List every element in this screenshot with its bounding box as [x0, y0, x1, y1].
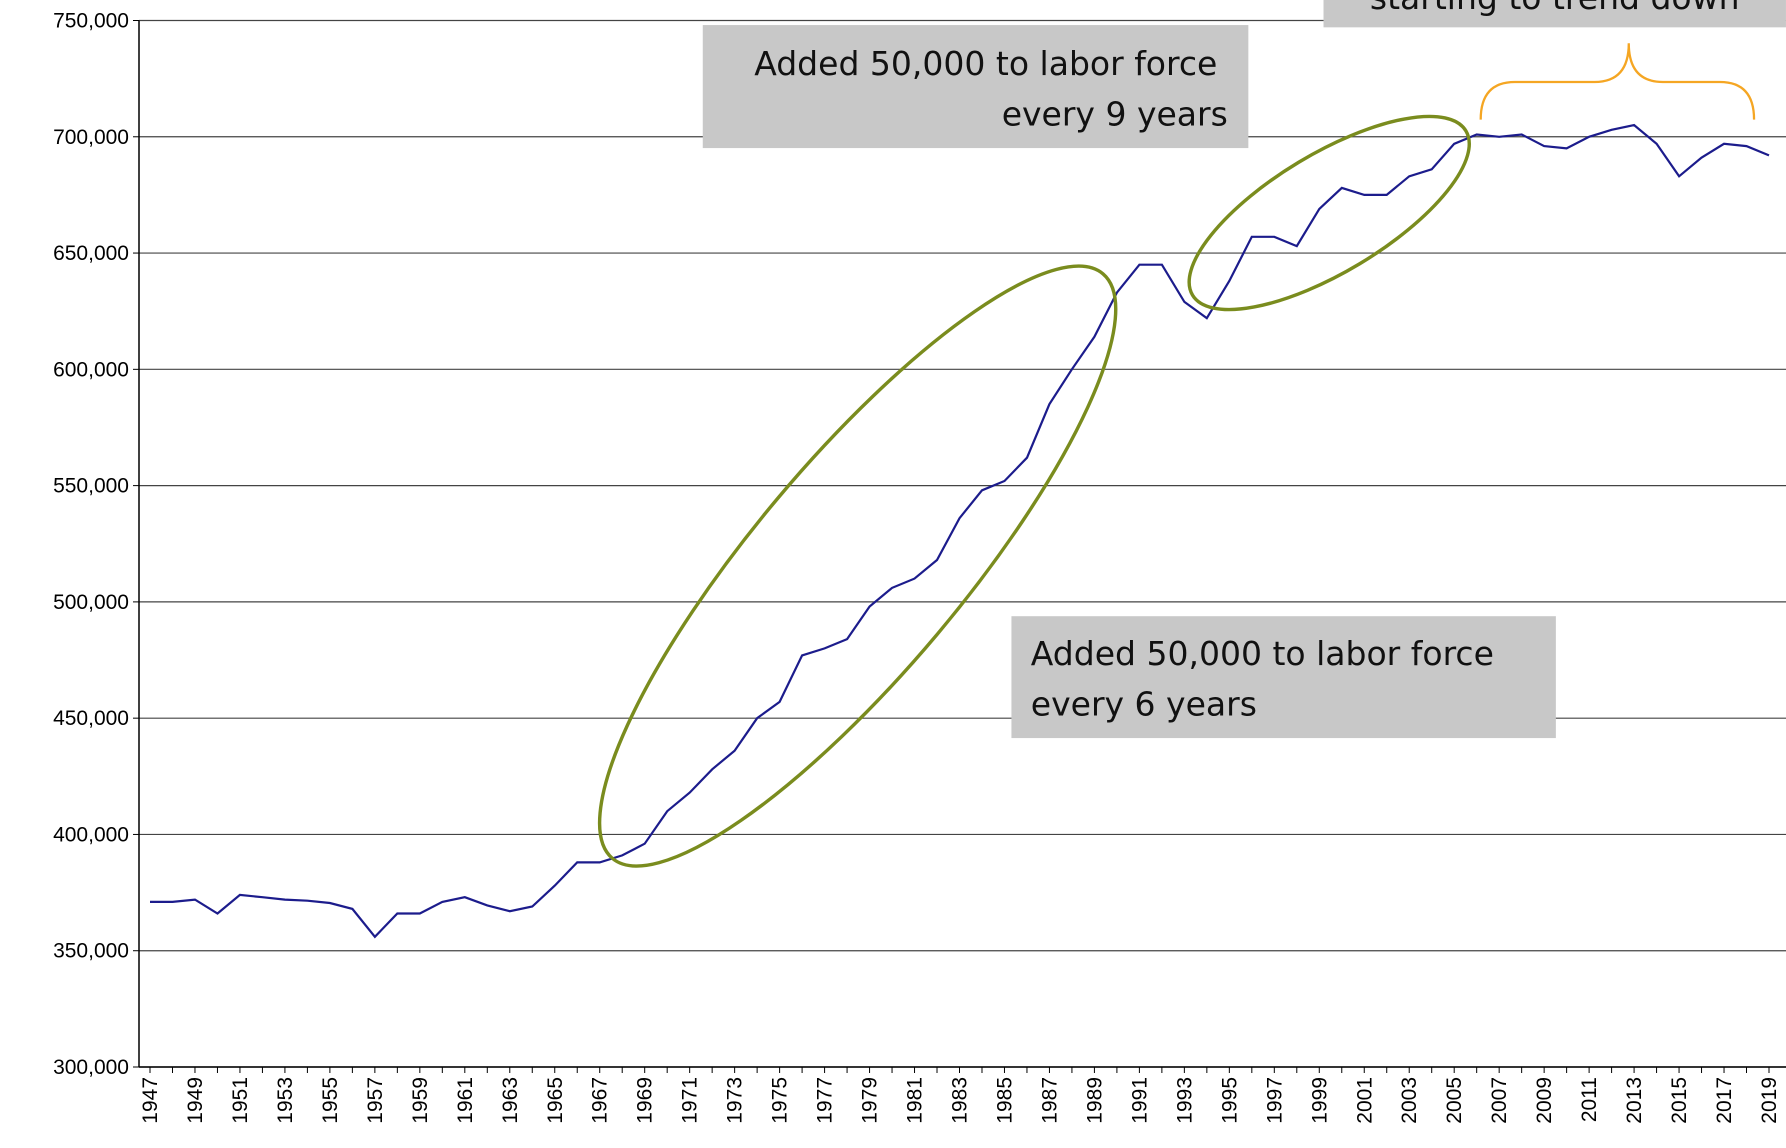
- annotation-line: every 6 years: [1031, 684, 1257, 723]
- x-tick-label: 2013: [1623, 1077, 1646, 1124]
- x-tick-label: 1981: [904, 1077, 927, 1124]
- x-tick-label: 1983: [949, 1077, 972, 1124]
- x-tick-label: 2007: [1488, 1077, 1511, 1124]
- x-tick-label: 1953: [274, 1077, 297, 1124]
- y-tick-label: 700,000: [53, 126, 129, 149]
- x-tick-label: 2011: [1578, 1077, 1601, 1122]
- x-tick-label: 1965: [544, 1077, 567, 1124]
- x-tick-label: 1989: [1083, 1077, 1106, 1124]
- y-tick-label: 300,000: [53, 1056, 129, 1079]
- x-tick-label: 1967: [589, 1077, 612, 1124]
- x-tick-label: 1961: [454, 1077, 477, 1124]
- annotation-box: [702, 25, 1249, 149]
- brace: [1479, 43, 1756, 120]
- y-tick-label: 650,000: [53, 242, 129, 265]
- x-tick-label: 1977: [814, 1077, 837, 1124]
- x-tick-label: 1969: [634, 1077, 657, 1124]
- annotation: starting to trend down: [1370, 0, 1740, 17]
- x-tick-label: 1999: [1308, 1077, 1331, 1124]
- x-tick-label: 1955: [319, 1077, 342, 1124]
- x-tick-label: 2017: [1713, 1077, 1736, 1124]
- y-tick-label: 450,000: [53, 707, 129, 730]
- y-tick-label: 550,000: [53, 475, 129, 498]
- x-tick-label: 1971: [679, 1077, 702, 1124]
- annotation-line: Added 50,000 to labor force: [754, 44, 1217, 83]
- annotation-line: Added 50,000 to labor force: [1031, 634, 1494, 673]
- plot-area: 300,000 350,000 400,000 450,000 500,000 550,0…: [53, 10, 1786, 1124]
- annotation-line: starting to trend down: [1370, 0, 1740, 17]
- highlight-ellipse: [597, 264, 1118, 868]
- y-tick-label: 750,000: [53, 10, 129, 33]
- x-tick-label: 2015: [1668, 1077, 1691, 1124]
- x-tick-label: 1997: [1263, 1077, 1286, 1124]
- x-tick-label: 1947: [139, 1077, 162, 1124]
- x-tick-label: 1985: [993, 1077, 1016, 1124]
- data-line: [150, 123, 1770, 939]
- x-tick-label: 1987: [1038, 1077, 1061, 1124]
- annotation-line: every 9 years: [1002, 94, 1228, 133]
- y-tick-label: 500,000: [53, 591, 129, 614]
- x-tick-label: 1979: [859, 1077, 882, 1124]
- annotation: Added 50,000 to labor force every 6 year…: [1031, 634, 1505, 723]
- x-tick-label: 2005: [1443, 1077, 1466, 1124]
- x-tick-label: 2003: [1398, 1077, 1421, 1124]
- x-tick-label: 1991: [1128, 1077, 1151, 1124]
- x-tick-label: 1957: [364, 1077, 387, 1124]
- annotation-box: [1323, 0, 1786, 28]
- y-tick-label: 600,000: [53, 358, 129, 381]
- highlight-ellipse: [1187, 114, 1471, 312]
- annotation: Added 50,000 to labor force every 9 year…: [754, 44, 1228, 133]
- x-tick-label: 2001: [1353, 1077, 1376, 1124]
- x-tick-label: 2009: [1533, 1077, 1556, 1124]
- annotations: Added 50,000 to labor force every 9 year…: [597, 0, 1786, 868]
- x-tick-label: 1973: [724, 1077, 747, 1124]
- x-tick-label: 1951: [229, 1077, 252, 1124]
- x-tick-label: 1959: [409, 1077, 432, 1124]
- y-tick-label: 350,000: [53, 940, 129, 963]
- annotation-box: [1011, 616, 1556, 739]
- x-tick-label: 2019: [1758, 1077, 1781, 1124]
- x-tick-label: 1993: [1173, 1077, 1196, 1124]
- y-tick-label: 400,000: [53, 823, 129, 846]
- x-tick-label: 1995: [1218, 1077, 1241, 1124]
- x-tick-label: 1949: [184, 1077, 207, 1124]
- x-tick-label: 1975: [769, 1077, 792, 1124]
- x-tick-label: 1963: [499, 1077, 522, 1124]
